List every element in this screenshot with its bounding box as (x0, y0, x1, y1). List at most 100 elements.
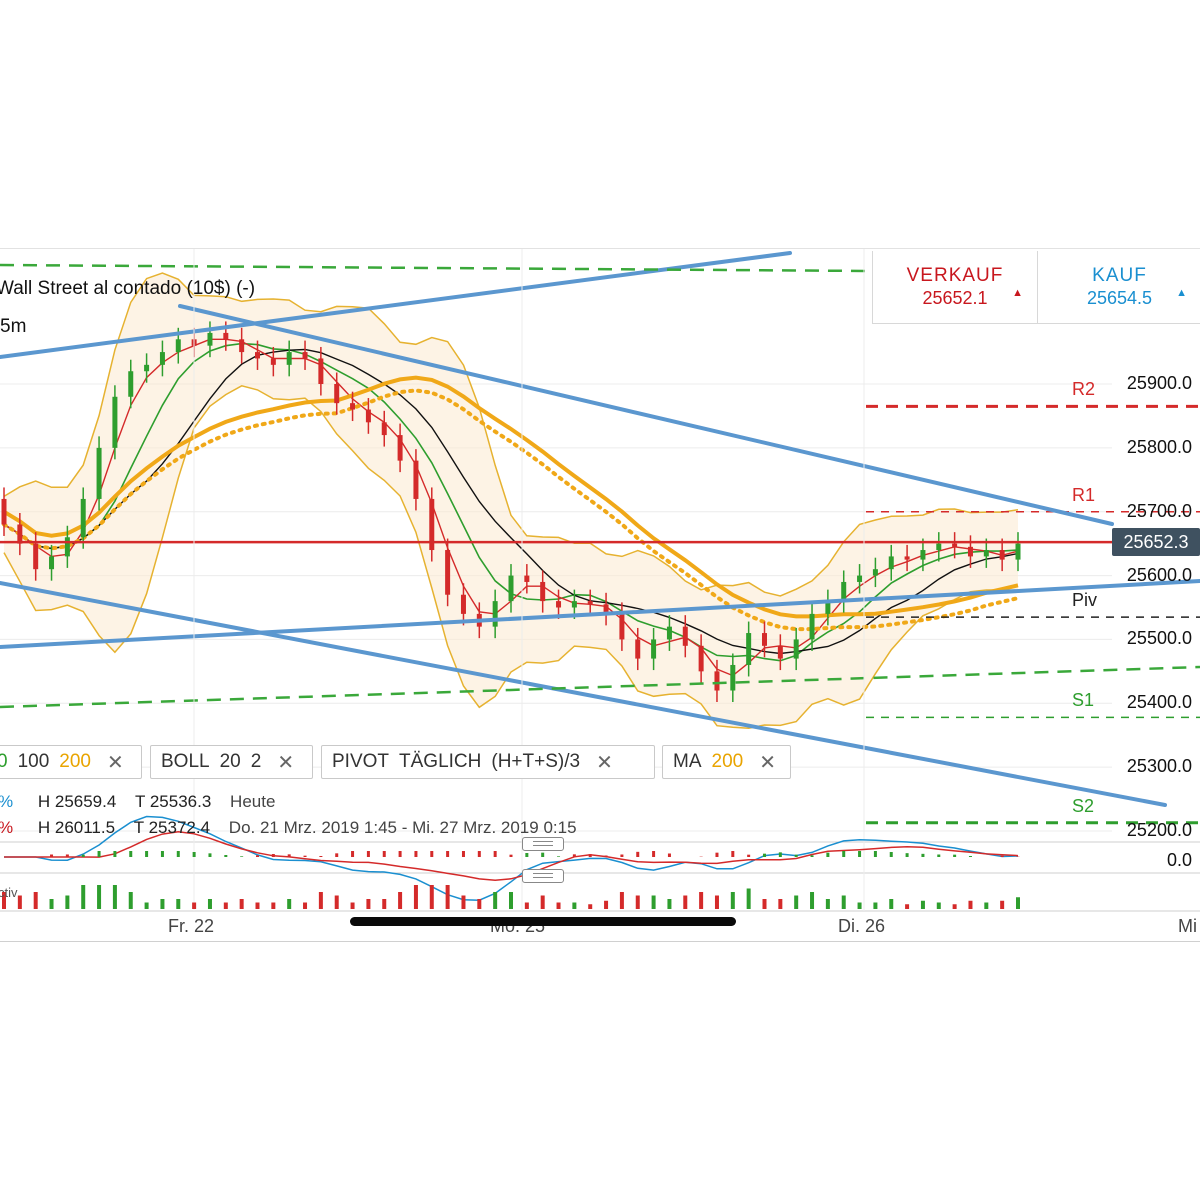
volume-bar (160, 899, 165, 909)
volume-bar (794, 895, 799, 909)
stats-row-range: % H 26011.5 T 25372.4 Do. 21 Mrz. 2019 1… (0, 818, 577, 838)
volume-bar (112, 885, 117, 909)
macd-bar (604, 855, 608, 857)
close-icon[interactable]: ✕ (277, 751, 295, 774)
price-chart[interactable] (0, 249, 1200, 941)
volume-bar (271, 902, 276, 909)
y-tick-label: 25500.0 (1126, 628, 1192, 649)
y-tick-label: 25800.0 (1126, 436, 1192, 457)
candle-body (64, 537, 70, 557)
macd-bar (414, 851, 418, 857)
x-tick-label: Di. 26 (838, 916, 886, 936)
volume-bar (33, 892, 38, 909)
drag-handle-icon[interactable] (522, 869, 564, 883)
macd-bar (477, 851, 481, 857)
candle-body (302, 352, 308, 359)
candle-body (381, 422, 387, 436)
close-icon[interactable]: ✕ (106, 751, 124, 774)
candle-body (413, 460, 419, 499)
volume-bar (144, 902, 149, 909)
candle-body (286, 352, 292, 365)
indicator-chip-pivot[interactable]: PIVOT TÄGLICH (H+T+S)/3 ✕ (321, 745, 655, 779)
candle-body (524, 575, 530, 582)
indicator-chip-ma[interactable]: 0 100 200 ✕ (0, 745, 142, 779)
chip-boll-p2: 20 (219, 751, 241, 772)
candle-body (920, 550, 926, 560)
volume-bar (461, 895, 466, 909)
candle-body (492, 601, 498, 627)
macd-bar (889, 852, 893, 857)
green-dashed-lower (0, 665, 1200, 709)
stats-range-high: H 26011.5 (37, 818, 116, 837)
volume-bar (984, 902, 989, 909)
macd-bar (588, 854, 592, 857)
chip-boll-p3: 2 (250, 751, 262, 772)
volume-bar (730, 892, 735, 909)
volume-bar (207, 899, 212, 909)
candle-body (999, 550, 1005, 560)
volume-bar (429, 885, 434, 909)
candle-body (682, 626, 688, 646)
volume-bar (651, 895, 656, 909)
home-indicator[interactable] (350, 917, 736, 926)
macd-bar (493, 851, 497, 857)
indicator-chip-ma200[interactable]: MA 200 ✕ (662, 745, 791, 779)
volume-bar (176, 899, 181, 909)
macd-bar (794, 854, 798, 857)
macd-bar (636, 851, 640, 857)
instrument-title: Wall Street al contado (10$) (-) (0, 278, 256, 299)
volume-bar (905, 904, 910, 909)
macd-bar (160, 851, 164, 857)
close-icon[interactable]: ✕ (596, 751, 613, 774)
macd-bar (208, 853, 212, 857)
volume-bar (350, 902, 355, 909)
candle-body (746, 633, 752, 665)
macd-bar (366, 851, 370, 857)
stats-row-today: % H 25659.4 T 25536.3 Heute (0, 792, 275, 812)
candle-body (872, 569, 878, 576)
chart-window[interactable]: Wall Street al contado (10$) (-) 5m VERK… (0, 248, 1200, 942)
y-tick-label: 25300.0 (1126, 756, 1192, 777)
sell-button[interactable]: VERKAUF 25652.1 ▲ (873, 251, 1037, 323)
volume-bar (2, 892, 6, 909)
macd-zero-label: 0.0 (1166, 850, 1192, 870)
chip-ma-p1: 0 (0, 751, 8, 773)
y-tick-label: 25900.0 (1126, 373, 1192, 393)
candle-body (936, 543, 942, 551)
triangle-up-icon: ▲ (1012, 287, 1023, 299)
buy-price: 25654.5 (1086, 288, 1153, 308)
candle-body (730, 664, 736, 691)
candles (1, 321, 1021, 703)
drag-handle-icon[interactable] (522, 837, 564, 851)
close-icon[interactable]: ✕ (759, 751, 776, 774)
macd-bar (430, 851, 434, 857)
volume-bar (746, 888, 751, 909)
chip-boll-p1: BOLL (161, 751, 210, 772)
volume-bar (1016, 897, 1020, 909)
chip-pivot-p3: (H+T+S)/3 (491, 751, 581, 772)
candle-body (603, 604, 609, 614)
candle-body (80, 498, 86, 538)
volume-bar (889, 899, 894, 909)
candle-body (777, 645, 783, 659)
buy-button[interactable]: KAUF 25654.5 ▲ (1037, 251, 1200, 323)
pivot-label-s2: S2 (1072, 795, 1095, 816)
stats-range-pct: % (0, 818, 13, 837)
macd-bar (968, 856, 972, 857)
interval-label[interactable]: 5m (0, 316, 27, 337)
volume-bar (714, 895, 719, 909)
pivot-label-piv: Piv (1072, 590, 1098, 611)
ma200-dotted-line (2, 388, 1020, 632)
volume-bar (445, 885, 450, 909)
candle-body (96, 447, 102, 499)
ma200-line (2, 375, 1019, 619)
volume-bar (762, 899, 767, 909)
volume-bar (968, 900, 973, 909)
volume-label: ctiv (0, 885, 18, 900)
volume-bar (699, 892, 704, 909)
candle-body (397, 435, 403, 461)
candle-body (270, 358, 276, 365)
indicator-chip-boll[interactable]: BOLL 20 2 ✕ (150, 745, 313, 779)
candle-body (112, 396, 118, 448)
candle-body (556, 601, 562, 608)
